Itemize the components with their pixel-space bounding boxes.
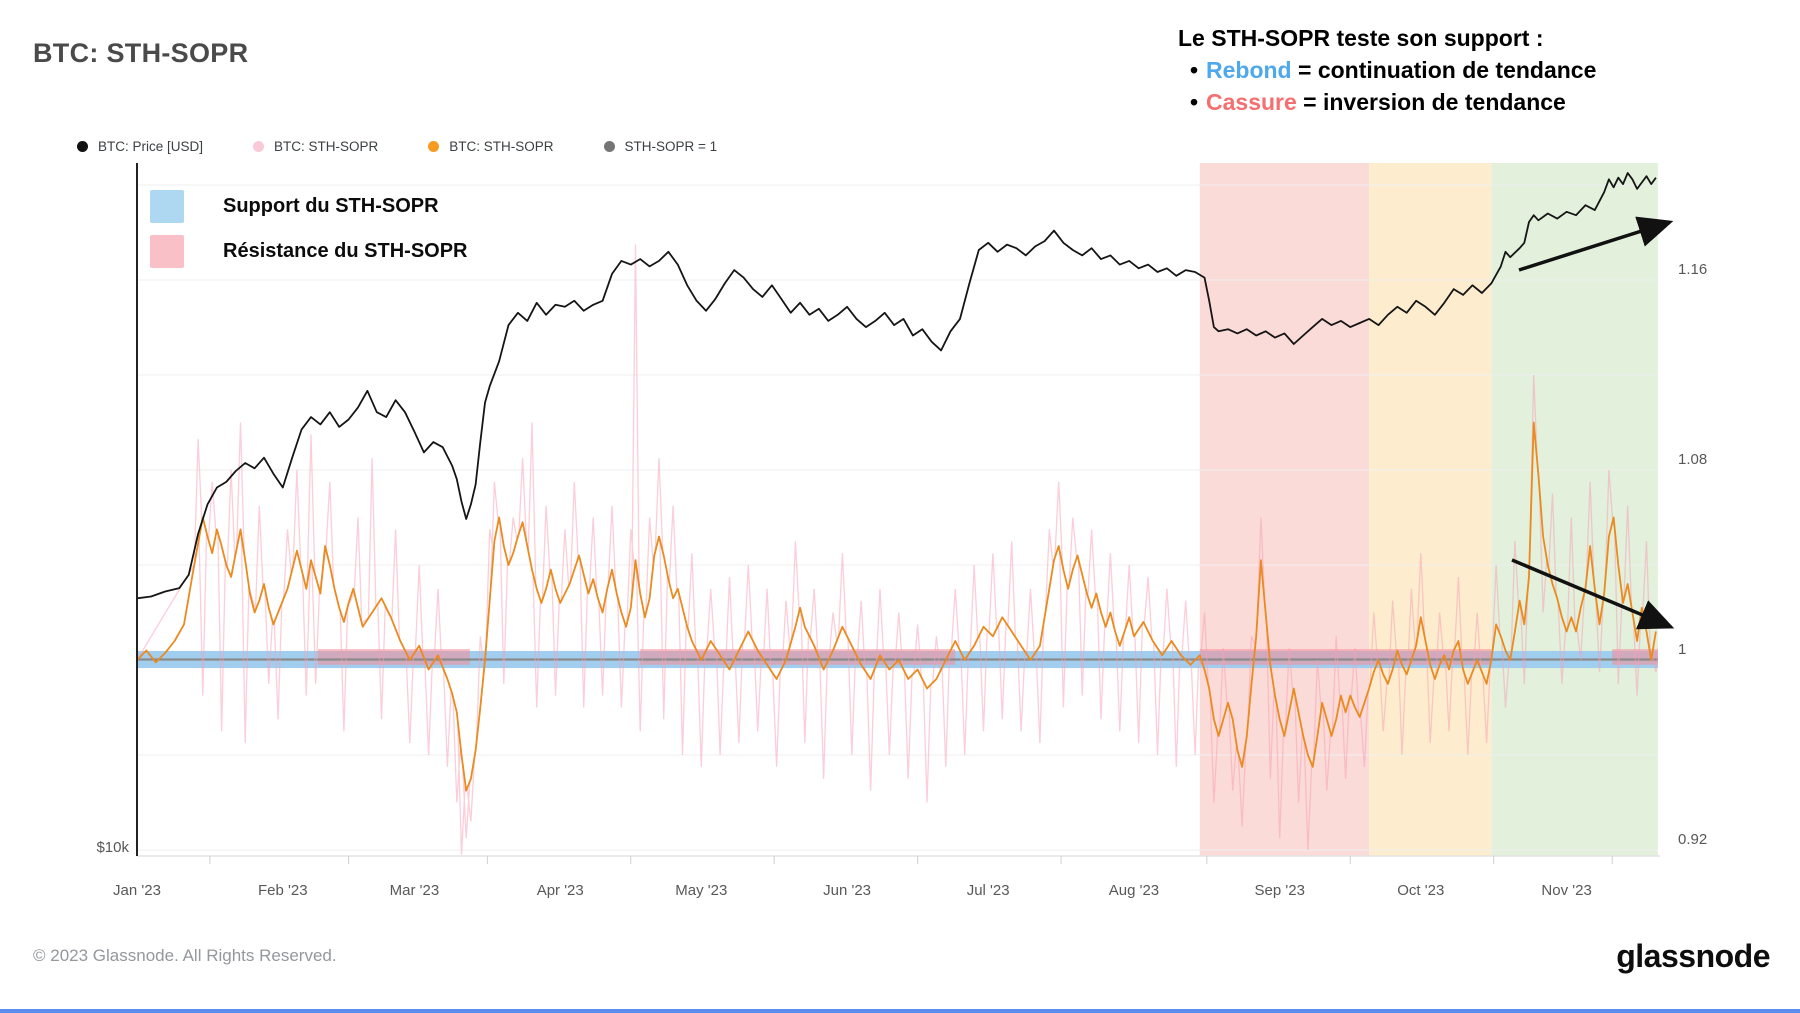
legend-item-price[interactable]: BTC: Price [USD]: [77, 139, 203, 154]
chart-band-legend: Support du STH-SOPR Résistance du STH-SO…: [150, 190, 468, 280]
x-tick-label: Sep '23: [1255, 882, 1305, 899]
bottom-accent-bar: [0, 1009, 1800, 1013]
y-right-tick-label: 1: [1678, 641, 1686, 658]
x-tick-label: Aug '23: [1109, 882, 1159, 899]
legend-item-sopr-one[interactable]: STH-SOPR = 1: [603, 139, 718, 154]
y-left-tick-label: $10k: [96, 839, 129, 856]
series-dot-icon: [77, 141, 88, 152]
zone-neutral-zone: [1369, 163, 1492, 856]
glassnode-logo[interactable]: glassnode: [1616, 938, 1770, 974]
support-legend-row: Support du STH-SOPR: [150, 190, 468, 223]
legend-item-sopr-raw[interactable]: BTC: STH-SOPR: [253, 139, 378, 154]
resistance-legend-row: Résistance du STH-SOPR: [150, 235, 468, 268]
legend-label: STH-SOPR = 1: [624, 139, 718, 154]
x-tick-label: Jul '23: [967, 882, 1010, 899]
copyright-text: © 2023 Glassnode. All Rights Reserved.: [33, 946, 337, 965]
downtrend-arrow: [1511, 558, 1675, 630]
zone-rebond-zone: [1491, 163, 1658, 856]
annotation-term-rebond: Rebond: [1206, 57, 1292, 83]
resistance-band-segment: [1199, 649, 1492, 665]
resistance-band-segment: [640, 649, 956, 665]
legend-label: BTC: STH-SOPR: [274, 139, 379, 154]
zone-cassure-zone: [1199, 163, 1370, 856]
x-tick-label: Mar '23: [390, 882, 440, 899]
annotation-bullet-cassure: • Cassure = inversion de tendance: [1178, 86, 1698, 118]
bullet-icon: •: [1190, 57, 1199, 83]
support-legend-label: Support du STH-SOPR: [223, 195, 439, 217]
annotation-rest: = continuation de tendance: [1291, 57, 1597, 83]
annotation-bullet-rebond: • Rebond = continuation de tendance: [1178, 54, 1698, 86]
annotation-rest: = inversion de tendance: [1296, 89, 1566, 115]
series-dot-icon: [428, 141, 440, 152]
support-swatch-icon: [150, 190, 184, 223]
price-line: [137, 172, 1657, 600]
annotation-term-cassure: Cassure: [1206, 89, 1297, 115]
x-tick-label: Oct '23: [1397, 882, 1444, 899]
x-tick-label: Jun '23: [823, 882, 871, 899]
annotation-heading: Le STH-SOPR teste son support :: [1178, 25, 1544, 51]
resistance-legend-label: Résistance du STH-SOPR: [223, 240, 468, 262]
page-title: BTC: STH-SOPR: [33, 38, 249, 68]
x-tick-label: Apr '23: [537, 882, 584, 899]
legend-label: BTC: STH-SOPR: [449, 139, 554, 154]
y-right-tick-label: 1.08: [1678, 451, 1707, 468]
y-right-tick-label: 0.92: [1678, 831, 1707, 848]
annotation-block: Le STH-SOPR teste son support : • Rebond …: [1178, 22, 1698, 118]
sopr-line-raw: [137, 244, 1658, 855]
x-tick-label: Feb '23: [258, 882, 308, 899]
series-legend: BTC: Price [USD] BTC: STH-SOPR BTC: STH-…: [77, 139, 717, 154]
sopr-line-smoothed: [137, 421, 1657, 792]
series-dot-icon: [603, 141, 615, 152]
bullet-icon: •: [1190, 89, 1199, 115]
legend-item-sopr-smoothed[interactable]: BTC: STH-SOPR: [428, 139, 554, 154]
uptrend-arrow: [1518, 216, 1674, 272]
resistance-band-segment: [318, 649, 470, 665]
x-tick-label: Jan '23: [113, 882, 161, 899]
series-dot-icon: [253, 141, 265, 152]
x-tick-label: May '23: [675, 882, 727, 899]
resistance-swatch-icon: [150, 235, 184, 268]
y-right-tick-label: 1.16: [1678, 261, 1707, 278]
x-tick-label: Nov '23: [1541, 882, 1591, 899]
legend-label: BTC: Price [USD]: [98, 139, 204, 154]
